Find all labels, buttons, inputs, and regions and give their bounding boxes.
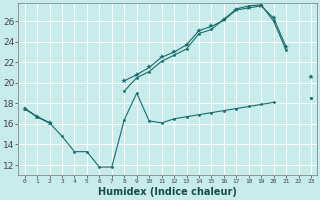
X-axis label: Humidex (Indice chaleur): Humidex (Indice chaleur) [98,187,237,197]
